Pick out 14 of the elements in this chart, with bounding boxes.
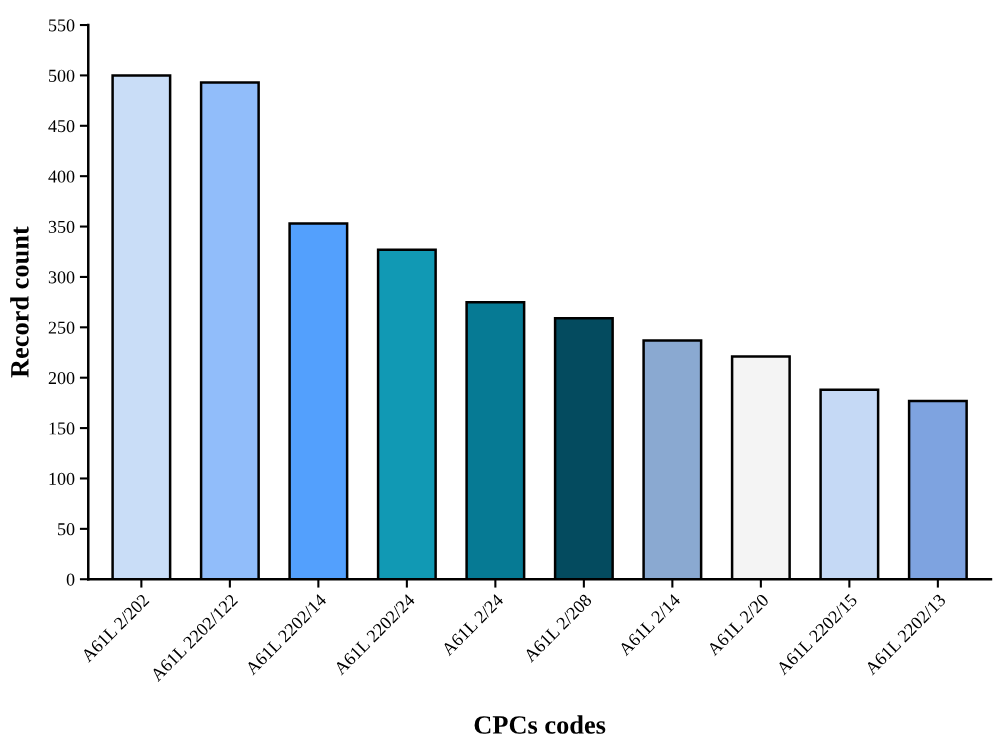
y-tick-label: 350 bbox=[48, 220, 75, 233]
y-tick-label: 400 bbox=[48, 170, 75, 183]
y-tick-label: 500 bbox=[49, 69, 75, 82]
y-axis-title: Record count bbox=[10, 226, 29, 378]
y-tick-label: 200 bbox=[48, 371, 75, 385]
y-tick-label: 300 bbox=[48, 271, 75, 284]
y-tick-label: 250 bbox=[48, 321, 75, 334]
y-tick-label: 150 bbox=[49, 422, 75, 435]
y-tick-label: 550 bbox=[49, 19, 75, 32]
y-tick-label: 450 bbox=[48, 120, 75, 133]
y-tick-label: 50 bbox=[58, 523, 75, 536]
y-tick-label: 100 bbox=[49, 472, 75, 485]
y-tick-label: 0 bbox=[66, 573, 75, 586]
x-axis-title: CPCs codes bbox=[474, 715, 606, 734]
